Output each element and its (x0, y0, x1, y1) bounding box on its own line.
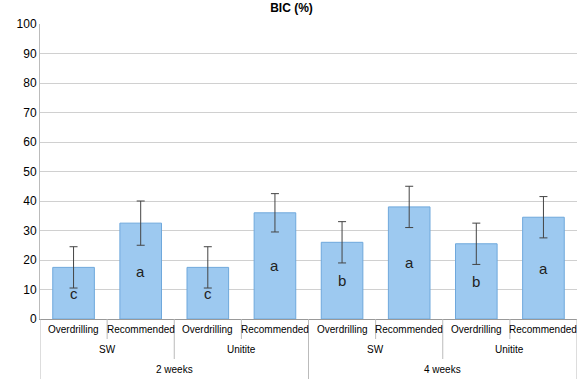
svg-text:c: c (204, 285, 212, 302)
svg-text:Unitite: Unitite (495, 344, 524, 355)
svg-text:c: c (70, 285, 78, 302)
svg-text:30: 30 (23, 224, 37, 238)
svg-text:Recommended: Recommended (509, 324, 577, 335)
svg-text:100: 100 (17, 17, 37, 31)
svg-text:10: 10 (23, 283, 37, 297)
svg-text:50: 50 (23, 165, 37, 179)
svg-text:BIC (%): BIC (%) (270, 1, 313, 15)
svg-text:Overdrilling: Overdrilling (317, 324, 368, 335)
svg-text:b: b (338, 272, 346, 289)
svg-text:Unitite: Unitite (227, 344, 256, 355)
svg-text:2 weeks: 2 weeks (156, 364, 193, 375)
svg-text:a: a (539, 260, 548, 277)
svg-text:a: a (270, 257, 279, 274)
svg-text:70: 70 (23, 106, 37, 120)
svg-text:Overdrilling: Overdrilling (182, 324, 233, 335)
svg-text:Overdrilling: Overdrilling (48, 324, 99, 335)
svg-text:a: a (136, 263, 145, 280)
svg-text:a: a (405, 254, 414, 271)
svg-text:Recommended: Recommended (241, 324, 309, 335)
svg-text:Recommended: Recommended (107, 324, 175, 335)
svg-text:Recommended: Recommended (375, 324, 443, 335)
svg-text:40: 40 (23, 194, 37, 208)
svg-text:Overdrilling: Overdrilling (451, 324, 502, 335)
svg-text:SW: SW (99, 344, 116, 355)
svg-text:SW: SW (367, 344, 384, 355)
svg-text:60: 60 (23, 135, 37, 149)
svg-text:4 weeks: 4 weeks (424, 364, 461, 375)
svg-text:b: b (472, 273, 480, 290)
svg-text:90: 90 (23, 47, 37, 61)
svg-text:0: 0 (30, 312, 37, 326)
svg-text:80: 80 (23, 76, 37, 90)
svg-text:20: 20 (23, 253, 37, 267)
